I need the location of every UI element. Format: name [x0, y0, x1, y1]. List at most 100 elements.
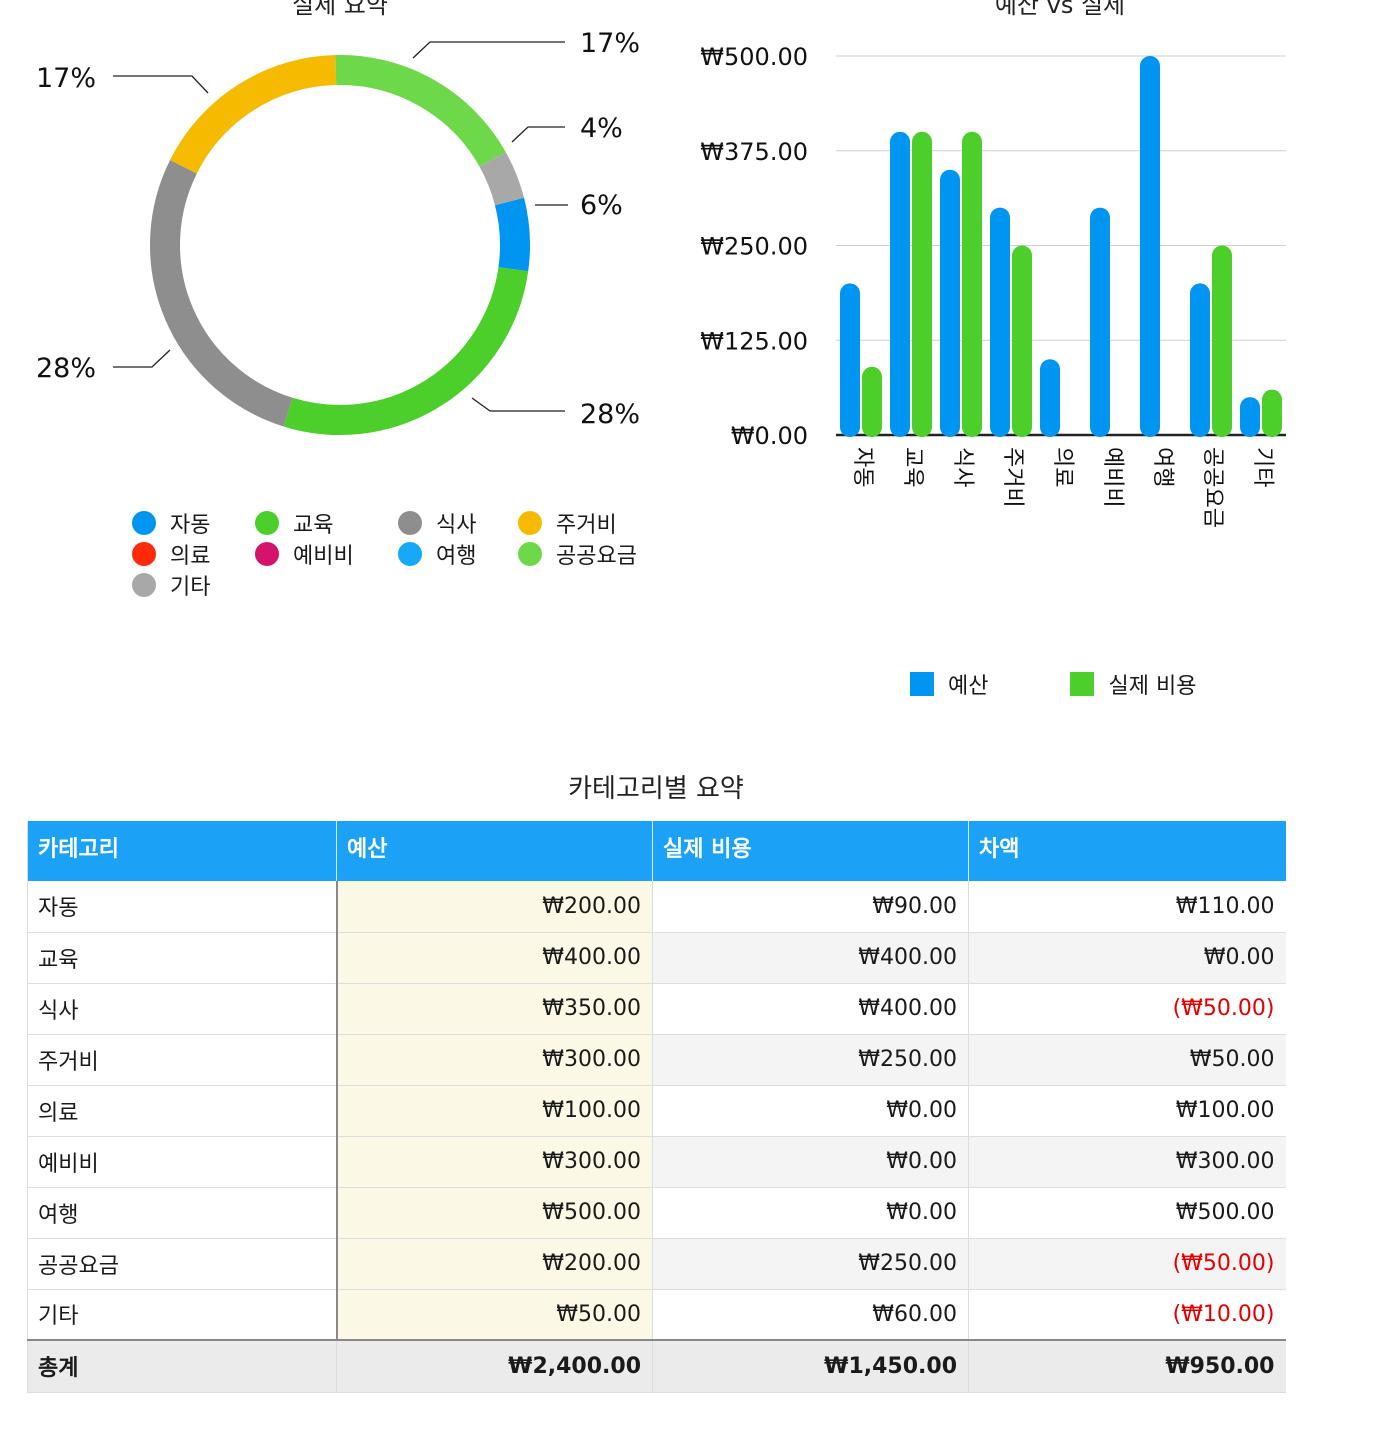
table-header-row: 카테고리 예산 실제 비용 차액 [27, 821, 1286, 881]
actual-cell[interactable]: ₩250.00 [652, 1238, 969, 1290]
category-cell[interactable]: 자동 [27, 881, 338, 933]
total-label-cell[interactable]: 총계 [27, 1339, 337, 1393]
budget-cell[interactable]: ₩300.00 [336, 1136, 653, 1188]
budget-cell[interactable]: ₩350.00 [336, 983, 653, 1035]
donut-legend-item: 자동 [132, 510, 255, 538]
donut-percent-label: 17% [580, 28, 640, 59]
difference-cell[interactable]: ₩500.00 [968, 1187, 1286, 1239]
legend-label: 주거비 [556, 512, 617, 538]
budget-cell[interactable]: ₩200.00 [336, 881, 653, 933]
legend-label-actual: 실제 비용 [1108, 674, 1197, 699]
x-category-label: 예비비 [1100, 447, 1125, 508]
difference-cell[interactable]: ₩50.00 [968, 1034, 1286, 1086]
actual-cell[interactable]: ₩400.00 [652, 983, 969, 1035]
actual-cell[interactable]: ₩0.00 [652, 1085, 969, 1137]
actual-cell[interactable]: ₩400.00 [652, 932, 969, 984]
total-difference-cell[interactable]: ₩950.00 [968, 1339, 1286, 1393]
difference-cell[interactable]: (₩50.00) [968, 983, 1286, 1035]
x-category-label: 의료 [1050, 447, 1075, 487]
table-row: 식사 ₩350.00 ₩400.00 (₩50.00) [27, 983, 1286, 1035]
x-category-label: 기타 [1250, 447, 1275, 487]
donut-percent-label: 6% [580, 190, 623, 221]
budget-cell[interactable]: ₩400.00 [336, 932, 653, 984]
legend-label: 식사 [436, 512, 477, 538]
bar-budget [1040, 359, 1060, 437]
actual-cell[interactable]: ₩0.00 [652, 1136, 969, 1188]
actual-cell[interactable]: ₩0.00 [652, 1187, 969, 1239]
legend-label: 자동 [170, 512, 211, 538]
header-actual[interactable]: 실제 비용 [652, 821, 969, 881]
table-row: 주거비 ₩300.00 ₩250.00 ₩50.00 [27, 1034, 1286, 1086]
donut-chart: 17% 4% 6% 28% 28% 17% [36, 28, 640, 435]
donut-legend-item: 공공요금 [518, 541, 658, 569]
table-row: 여행 ₩500.00 ₩0.00 ₩500.00 [27, 1187, 1286, 1239]
x-category-label: 공공요금 [1200, 447, 1225, 528]
budget-cell[interactable]: ₩200.00 [336, 1238, 653, 1290]
category-cell[interactable]: 교육 [27, 932, 338, 984]
legend-dot [398, 541, 422, 566]
y-tick-label: ₩500.00 [700, 43, 808, 71]
budget-cell[interactable]: ₩500.00 [336, 1187, 653, 1239]
category-cell[interactable]: 여행 [27, 1187, 338, 1239]
x-category-label: 주거비 [1000, 447, 1025, 508]
difference-cell[interactable]: ₩110.00 [968, 881, 1286, 933]
total-budget-cell[interactable]: ₩2,400.00 [336, 1339, 653, 1393]
donut-slice-8 [479, 152, 525, 206]
bar-budget [1140, 56, 1160, 437]
budget-cell[interactable]: ₩50.00 [336, 1289, 653, 1341]
donut-legend-item: 여행 [398, 541, 518, 569]
legend-dot [132, 510, 156, 535]
legend-dot [255, 510, 279, 535]
category-summary-table: 카테고리 예산 실제 비용 차액 자동 ₩200.00 ₩90.00 ₩110.00 교… [27, 821, 1286, 1393]
donut-slice-0 [494, 197, 530, 272]
header-category[interactable]: 카테고리 [27, 821, 337, 881]
donut-percent-label: 4% [580, 113, 623, 144]
donut-legend-item: 기타 [132, 572, 255, 600]
legend-label: 기타 [170, 574, 211, 600]
difference-cell[interactable]: (₩50.00) [968, 1238, 1286, 1290]
donut-slice-2 [150, 160, 293, 427]
legend-dot [518, 510, 542, 535]
donut-legend-item: 주거비 [518, 510, 658, 538]
category-cell[interactable]: 공공요금 [27, 1238, 338, 1290]
bar-budget [1190, 283, 1210, 437]
legend-dot [518, 541, 542, 566]
budget-cell[interactable]: ₩100.00 [336, 1085, 653, 1137]
table-row: 교육 ₩400.00 ₩400.00 ₩0.00 [27, 932, 1286, 984]
difference-cell[interactable]: (₩10.00) [968, 1289, 1286, 1341]
legend-label-budget: 예산 [948, 674, 989, 699]
difference-cell[interactable]: ₩0.00 [968, 932, 1286, 984]
budget-cell[interactable]: ₩300.00 [336, 1034, 653, 1086]
category-cell[interactable]: 의료 [27, 1085, 338, 1137]
legend-dot [255, 541, 279, 566]
difference-cell[interactable]: ₩300.00 [968, 1136, 1286, 1188]
actual-cell[interactable]: ₩250.00 [652, 1034, 969, 1086]
bar-actual [1262, 389, 1282, 437]
bar-legend: 예산 실제 비용 [910, 668, 1196, 700]
donut-leader-line [412, 41, 565, 59]
legend-label: 여행 [436, 543, 477, 569]
table-title: 카테고리별 요약 [568, 774, 744, 804]
legend-label: 예비비 [293, 543, 354, 569]
bar-legend-item-actual: 실제 비용 [1070, 668, 1196, 700]
legend-dot [132, 541, 156, 566]
legend-label: 의료 [170, 543, 211, 569]
donut-percent-label: 17% [36, 63, 96, 94]
bar-chart: ₩0.00 ₩125.00 ₩250.00 ₩375.00 ₩500.00 자동 교육 식사 주… [700, 43, 1286, 528]
actual-cell[interactable]: ₩90.00 [652, 881, 969, 933]
header-budget[interactable]: 예산 [336, 821, 653, 881]
difference-cell[interactable]: ₩100.00 [968, 1085, 1286, 1137]
category-cell[interactable]: 예비비 [27, 1136, 338, 1188]
legend-dot [132, 572, 156, 597]
header-difference[interactable]: 차액 [968, 821, 1286, 881]
category-cell[interactable]: 식사 [27, 983, 338, 1035]
actual-cell[interactable]: ₩60.00 [652, 1289, 969, 1341]
category-cell[interactable]: 주거비 [27, 1034, 338, 1086]
donut-slice-1 [283, 266, 529, 435]
total-actual-cell[interactable]: ₩1,450.00 [652, 1339, 969, 1393]
bar-budget [840, 283, 860, 437]
x-category-label: 여행 [1150, 447, 1175, 487]
bar-actual [1012, 245, 1032, 437]
legend-dot [398, 510, 422, 535]
category-cell[interactable]: 기타 [27, 1289, 338, 1341]
